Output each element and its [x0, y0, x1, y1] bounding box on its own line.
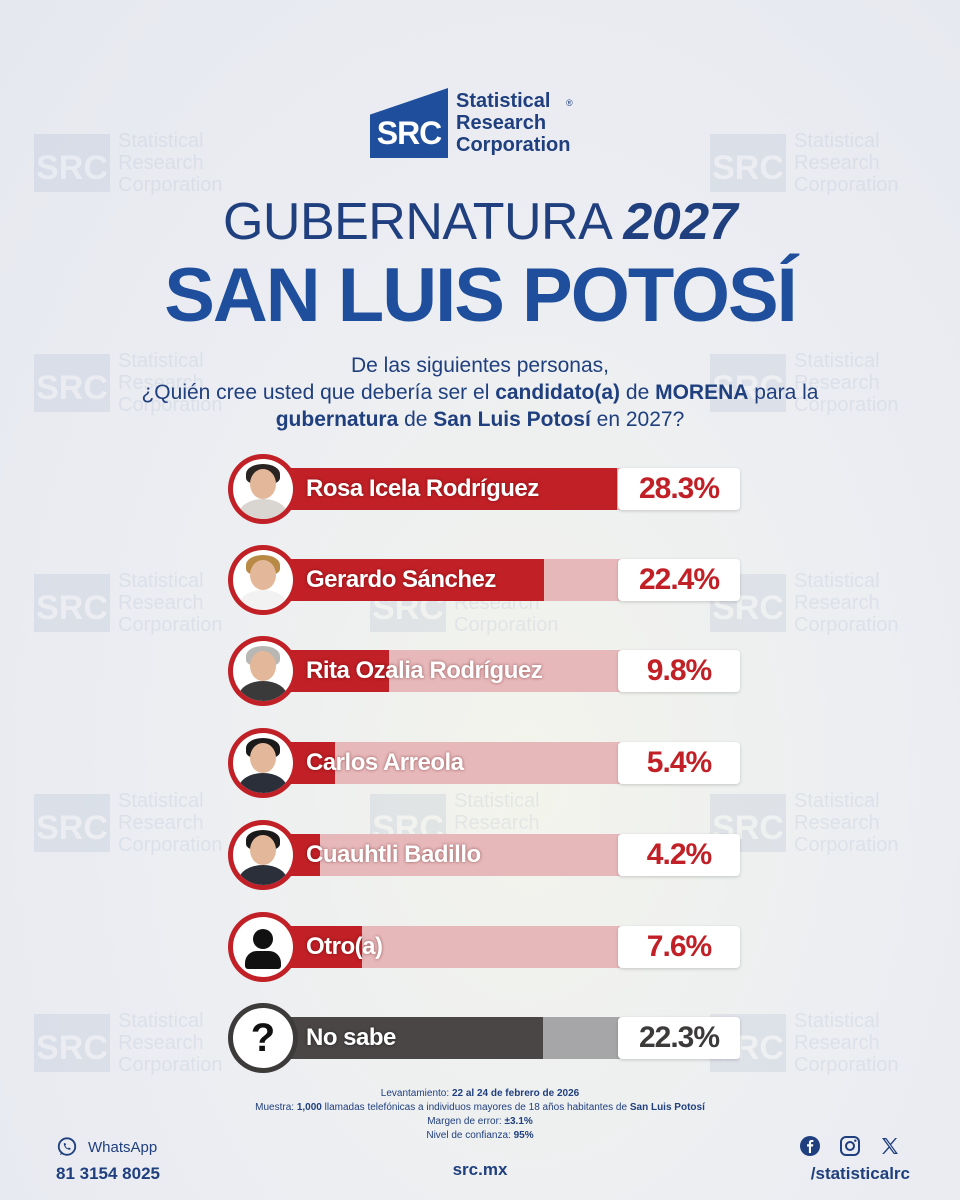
bar-row: Cuauhtli Badillo 4.2%	[228, 820, 748, 890]
social-links: /statisticalrc	[780, 1134, 910, 1184]
portrait-cuauhtli-badillo-icon	[228, 820, 298, 890]
bar-row: Otro(a) 7.6%	[228, 912, 748, 982]
bar-row: Gerardo Sánchez 22.4%	[228, 545, 748, 615]
category-label: Gerardo Sánchez	[306, 566, 496, 593]
category-label: Otro(a)	[306, 933, 383, 960]
category-label: Rita Ozalia Rodríguez	[306, 657, 543, 684]
brand-name: Statistical Research Corporation	[456, 90, 571, 156]
value-label: 7.6%	[618, 926, 740, 968]
whatsapp-number[interactable]: 81 3154 8025	[56, 1164, 160, 1183]
category-label: Carlos Arreola	[306, 749, 464, 776]
portrait-carlos-arreola-icon	[228, 728, 298, 798]
question-mark-icon: ?	[228, 1003, 298, 1073]
bar-row: No sabe 22.3%?	[228, 1003, 748, 1073]
website-link[interactable]: src.mx	[452, 1160, 508, 1179]
value-label: 28.3%	[618, 468, 740, 510]
value-label: 5.4%	[618, 742, 740, 784]
whatsapp-contact[interactable]: WhatsApp 81 3154 8025	[56, 1136, 160, 1184]
bar	[268, 468, 618, 510]
survey-question: De las siguientes personas, ¿Quién cree …	[141, 354, 819, 431]
value-label: 22.3%	[618, 1017, 740, 1059]
social-handle[interactable]: /statisticalrc	[810, 1164, 910, 1183]
category-label: No sabe	[306, 1024, 396, 1051]
category-label: Rosa Icela Rodríguez	[306, 475, 539, 502]
page-subtitle: SAN LUIS POTOSÍ	[164, 253, 798, 338]
page-title: GUBERNATURA 2027	[222, 193, 738, 251]
whatsapp-label: WhatsApp	[88, 1138, 158, 1156]
bar-row: Rosa Icela Rodríguez 28.3%	[228, 454, 748, 524]
value-label: 9.8%	[618, 650, 740, 692]
instagram-icon[interactable]	[838, 1134, 862, 1158]
bar	[268, 1017, 544, 1059]
value-label: 4.2%	[618, 834, 740, 876]
portrait-rita-ozalia-icon	[228, 636, 298, 706]
bar-track	[268, 834, 638, 876]
value-label: 22.4%	[618, 559, 740, 601]
portrait-gerardo-sanchez-icon	[228, 545, 298, 615]
brand-logo: SRC Statistical Research Corporation	[370, 88, 570, 158]
x-twitter-icon[interactable]	[878, 1134, 902, 1158]
registered-mark: ®	[566, 98, 573, 108]
src-logo-icon: SRC	[370, 88, 448, 158]
bar-row: Rita Ozalia Rodríguez 9.8%	[228, 636, 748, 706]
facebook-icon[interactable]	[798, 1134, 822, 1158]
bar	[268, 559, 545, 601]
whatsapp-icon	[57, 1137, 77, 1156]
portrait-rosa-icela-icon	[228, 454, 298, 524]
person-icon	[228, 912, 298, 982]
category-label: Cuauhtli Badillo	[306, 841, 481, 868]
methodology-notes: Levantamiento: 22 al 24 de febrero de 20…	[255, 1088, 705, 1141]
bar-row: Carlos Arreola 5.4%	[228, 728, 748, 798]
